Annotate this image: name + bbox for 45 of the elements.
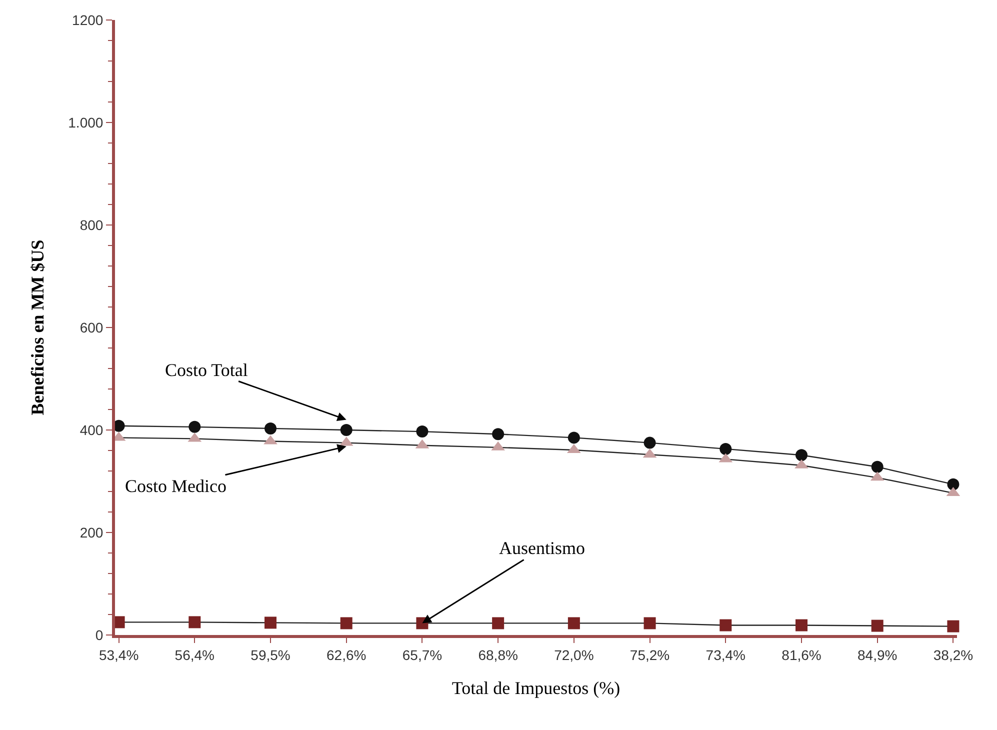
y-tick-label: 800 xyxy=(80,216,104,233)
point xyxy=(644,617,656,630)
x-tick-label: 38,2% xyxy=(933,646,974,663)
annotation: Ausentismo xyxy=(499,538,586,558)
point xyxy=(264,422,276,434)
x-tick-label: 73,4% xyxy=(706,646,746,663)
annotation: Costo Total xyxy=(165,360,248,380)
y-tick-label: 1200 xyxy=(72,12,104,28)
point xyxy=(568,432,580,444)
point xyxy=(568,617,580,630)
x-tick-label: 68,8% xyxy=(478,646,518,663)
y-tick-label: 400 xyxy=(80,422,104,438)
x-tick-label: 65,7% xyxy=(402,646,442,663)
point xyxy=(340,424,352,436)
point xyxy=(644,436,656,449)
x-axis-title: Total de Impuestos (%) xyxy=(452,678,620,698)
y-axis-title: Beneficios en MM $US xyxy=(27,240,48,416)
x-tick-label: 59,5% xyxy=(250,646,290,663)
point xyxy=(947,478,960,490)
point xyxy=(492,617,504,630)
point xyxy=(947,620,960,632)
point xyxy=(492,428,504,440)
point xyxy=(416,426,428,438)
x-tick-label: 84,9% xyxy=(858,646,898,663)
point xyxy=(188,420,201,433)
point xyxy=(720,619,732,632)
x-tick-label: 62,6% xyxy=(326,646,366,663)
point xyxy=(796,449,808,462)
annotation: Costo Medico xyxy=(125,476,226,496)
x-tick-label: 75,2% xyxy=(630,646,670,663)
y-tick-label: 0 xyxy=(95,626,104,643)
point xyxy=(871,460,884,473)
point xyxy=(340,617,352,630)
point xyxy=(720,442,732,455)
x-tick-label: 81,6% xyxy=(782,646,822,663)
y-tick-label: 1.000 xyxy=(68,114,104,130)
point xyxy=(188,616,201,628)
y-tick-label: 200 xyxy=(80,524,104,540)
point xyxy=(871,620,884,632)
x-tick-label: 72,0% xyxy=(554,646,594,663)
x-tick-label: 53,4% xyxy=(98,646,139,663)
y-tick-label: 600 xyxy=(80,319,104,336)
x-tick-label: 56,4% xyxy=(174,646,214,663)
point xyxy=(264,616,276,629)
point xyxy=(796,619,808,632)
